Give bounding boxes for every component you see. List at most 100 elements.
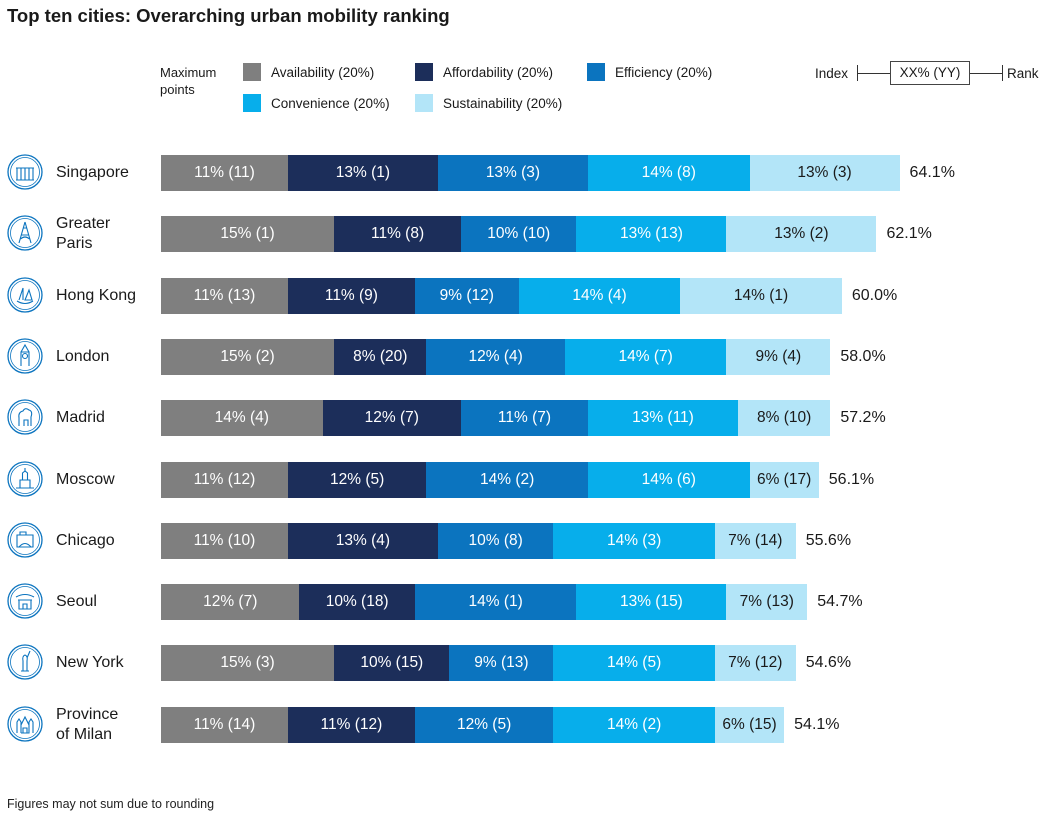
city-name: New York <box>56 654 124 672</box>
milan-cathedral-icon <box>6 705 44 743</box>
bar-segment: 12% (4) <box>426 338 565 375</box>
stacked-bar: 11% (14) 11% (12) 12% (5) 14% (2) 6% (15) <box>161 706 785 743</box>
city-row: Greater Paris 15% (1) 11% (8) 10% (10) 13% (1… <box>0 214 1053 253</box>
total-label: 60.0% <box>851 286 898 304</box>
bar-segment: 11% (7) <box>461 400 588 437</box>
city-row: Moscow 11% (12) 12% (5) 14% (2) 14% (6) 6% (1… <box>0 460 1053 498</box>
bar-segment: 14% (8) <box>587 155 750 191</box>
legend-label-efficiency: Efficiency (20%) <box>615 64 713 80</box>
city-row: Hong Kong 11% (13) 11% (9) 9% (12) 14% (4) 14… <box>0 276 1053 314</box>
junk-boat-icon <box>6 276 44 314</box>
singapore-icon <box>6 153 44 191</box>
key-right-line <box>970 73 1002 74</box>
legend-swatch-sustainability <box>415 94 433 112</box>
stacked-bar: 12% (7) 10% (18) 14% (1) 13% (15) 7% (13) <box>161 584 808 621</box>
bar-segment: 13% (4) <box>287 522 438 559</box>
bar-segment: 14% (4) <box>518 277 681 314</box>
legend-swatch-efficiency <box>587 63 605 81</box>
legend-item-availability: Availability (20%) <box>243 63 374 81</box>
bar-segment: 11% (11) <box>161 155 288 191</box>
city-row: Chicago 11% (10) 13% (4) 10% (8) 14% (3) 7% (… <box>0 521 1053 559</box>
stacked-bar: 15% (3) 10% (15) 9% (13) 14% (5) 7% (12) <box>161 645 796 682</box>
footnote: Figures may not sum due to rounding <box>7 797 215 811</box>
bar-segment: 12% (5) <box>414 706 554 743</box>
bar-segment: 15% (2) <box>161 338 335 375</box>
city-row: Singapore 11% (11) 13% (1) 13% (3) 14% (8) 13… <box>0 153 1053 191</box>
bar-segment: 15% (1) <box>161 216 335 253</box>
bar-segment: 6% (17) <box>749 461 819 498</box>
total-label: 58.0% <box>840 347 886 365</box>
city-name: Province of Milan <box>56 705 119 743</box>
total-label: 64.1% <box>909 164 955 181</box>
statue-of-liberty-icon <box>6 643 44 681</box>
stacked-bar: 11% (13) 11% (9) 9% (12) 14% (4) 14% (1) <box>161 277 842 314</box>
city-name: Seoul <box>56 593 97 611</box>
legend-max-points-label: Maximum points <box>160 65 217 97</box>
city-name: London <box>56 347 110 365</box>
bar-segment: 7% (12) <box>714 645 796 682</box>
bar-segment: 13% (11) <box>587 400 738 437</box>
kremlin-tower-icon <box>6 460 44 498</box>
eiffel-tower-icon <box>6 214 44 252</box>
stacked-bar: 11% (10) 13% (4) 10% (8) 14% (3) 7% (14) <box>161 522 796 559</box>
bar-segment: 11% (8) <box>334 216 462 253</box>
total-label: 62.1% <box>886 225 932 243</box>
legend-swatch-affordability <box>415 63 433 81</box>
bar-segment: 13% (15) <box>576 584 727 621</box>
bar-segment: 14% (1) <box>414 584 577 621</box>
bar-segment: 6% (15) <box>714 706 785 743</box>
bar-segment: 9% (12) <box>414 277 519 314</box>
stacked-bar: 14% (4) 12% (7) 11% (7) 13% (11) 8% (10) <box>161 400 831 437</box>
legend-item-affordability: Affordability (20%) <box>415 63 553 81</box>
bar-segment: 10% (8) <box>437 522 554 559</box>
bar-segment: 11% (12) <box>287 706 415 743</box>
bar-segment: 14% (3) <box>553 522 715 559</box>
key-index-label: Index <box>815 66 849 81</box>
key-right-tick <box>1002 65 1003 81</box>
bar-segment: 14% (6) <box>587 461 750 498</box>
legend-item-convenience: Convenience (20%) <box>243 94 390 112</box>
bar-segment: 15% (3) <box>161 645 335 682</box>
total-label: 55.6% <box>805 531 852 549</box>
city-name: Chicago <box>56 531 115 549</box>
bar-segment: 11% (13) <box>161 277 288 314</box>
total-label: 54.1% <box>794 715 840 733</box>
total-label: 54.6% <box>805 654 852 672</box>
bar-segment: 13% (13) <box>576 216 727 253</box>
key-left-line <box>858 73 890 74</box>
big-ben-icon <box>6 337 44 375</box>
chicago-bean-icon <box>6 521 44 559</box>
legend-item-sustainability: Sustainability (20%) <box>415 94 562 112</box>
key-box: XX% (YY) <box>890 61 970 85</box>
city-name: Singapore <box>56 164 129 181</box>
bar-segment: 13% (2) <box>726 216 877 253</box>
bar-segment: 14% (2) <box>426 461 588 498</box>
bar-segment: 14% (5) <box>553 645 715 682</box>
bar-segment: 7% (13) <box>726 584 808 621</box>
legend-label-convenience: Convenience (20%) <box>271 95 390 111</box>
city-name: Hong Kong <box>56 286 137 304</box>
bar-segment: 8% (10) <box>737 400 831 437</box>
bar-segment: 12% (7) <box>161 584 300 621</box>
legend-label-sustainability: Sustainability (20%) <box>443 95 563 111</box>
bar-segment: 10% (10) <box>461 216 577 253</box>
city-row: Province of Milan 11% (14) 11% (12) 12% (5) 1… <box>0 705 1053 743</box>
bar-segment: 14% (4) <box>161 400 323 437</box>
bar-segment: 14% (1) <box>680 277 842 314</box>
city-row: Madrid 14% (4) 12% (7) 11% (7) 13% (11) 8% (1… <box>0 398 1053 437</box>
bar-segment: 10% (18) <box>299 584 415 621</box>
stacked-bar: 15% (1) 11% (8) 10% (10) 13% (13) 13% (2) <box>161 216 877 253</box>
gate-pagoda-icon <box>6 582 44 620</box>
bar-segment: 11% (9) <box>287 277 415 314</box>
city-name: Greater Paris <box>56 215 111 253</box>
city-row: London 15% (2) 8% (20) 12% (4) 14% (7) 9% (4)… <box>0 337 1053 375</box>
bar-segment: 12% (7) <box>322 400 462 437</box>
key-left-tick <box>857 65 858 81</box>
stacked-bar: 11% (12) 12% (5) 14% (2) 14% (6) 6% (17) <box>161 461 819 498</box>
bar-segment: 9% (4) <box>726 338 831 375</box>
bar-segment: 7% (14) <box>714 522 796 559</box>
bar-segment: 13% (3) <box>437 155 588 191</box>
bear-tree-icon <box>6 398 44 436</box>
bar-segment: 11% (12) <box>161 461 288 498</box>
bar-segment: 14% (7) <box>564 338 727 375</box>
